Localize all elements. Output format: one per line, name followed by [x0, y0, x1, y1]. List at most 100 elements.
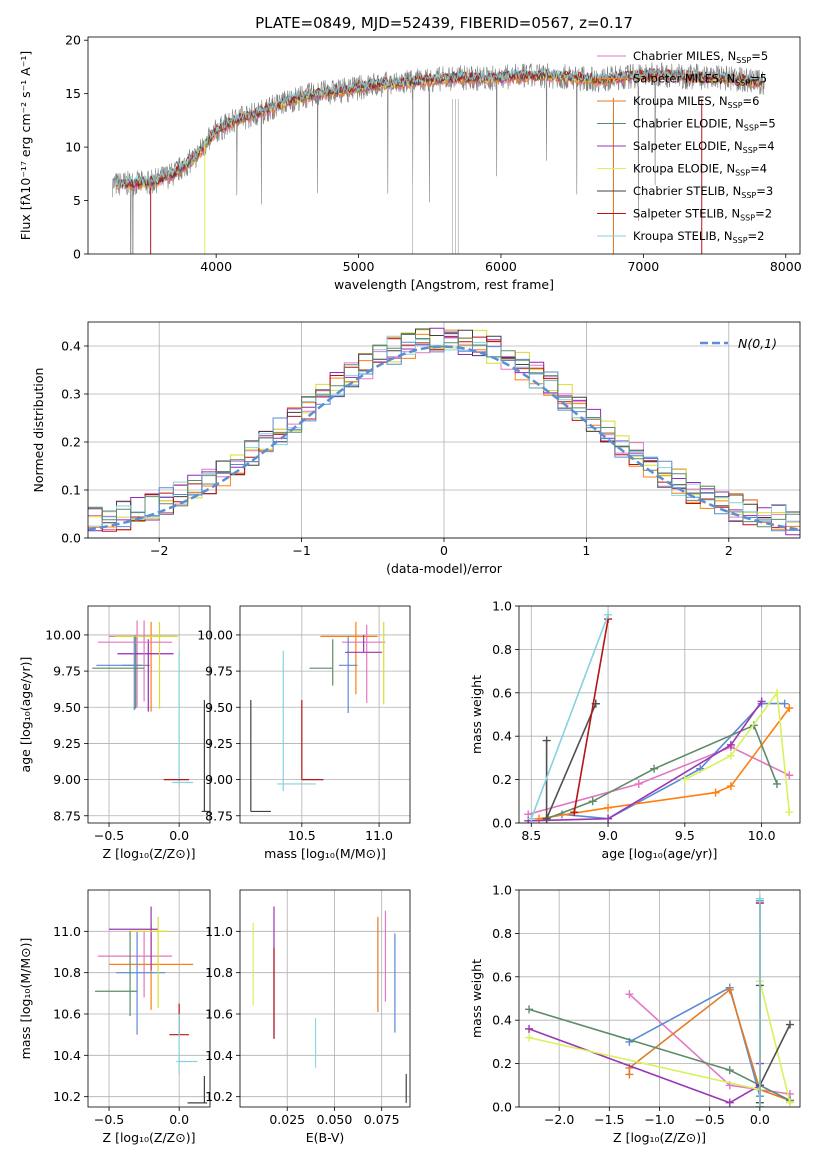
y-tick-label: 0	[73, 247, 81, 262]
plus-marker	[785, 808, 794, 817]
error-bar-point	[309, 639, 334, 686]
y-tick-label: 5	[73, 193, 81, 208]
y-tick-label: 10.2	[53, 1089, 81, 1104]
plus-marker	[726, 740, 735, 749]
plus-marker	[604, 610, 613, 619]
y-axis-label: mass weight	[469, 675, 484, 754]
plus-marker	[604, 814, 613, 823]
x-axis-label: mass [log₁₀(M/M⊙)]	[264, 846, 386, 861]
x-axis-label: E(B-V)	[306, 1130, 345, 1145]
y-tick-label: 9.00	[205, 772, 233, 787]
plus-marker	[570, 808, 579, 817]
error-bar-point	[172, 650, 194, 786]
x-axis-label: Z [log₁₀(Z/Z⊙)]	[103, 846, 196, 861]
x-tick-label: 1	[582, 543, 590, 558]
x-tick-label: 0.075	[364, 1112, 400, 1127]
plus-marker	[634, 779, 643, 788]
plus-marker	[755, 894, 764, 903]
y-axis-label: mass [log₁₀(M/M⊙)]	[18, 938, 33, 1060]
x-tick-label: 0.0	[750, 1112, 770, 1127]
y-tick-label: 0.2	[492, 772, 512, 787]
weight-line	[545, 703, 597, 820]
y-tick-label: 0.8	[492, 642, 512, 657]
subplot-weight_vs_Z: −2.0 −1.5 −1.0 −0.5 0.0 0.0 0.2 0.4 0.6 0.8 1.0 Z […	[469, 883, 801, 1145]
x-tick-label: −0.5	[694, 1112, 724, 1127]
x-tick-label: 10.0	[748, 828, 776, 843]
y-tick-label: 0.4	[492, 729, 512, 744]
x-tick-label: −1	[292, 543, 310, 558]
x-axis-label: wavelength [Angstrom, rest frame]	[334, 277, 554, 292]
x-axis-label: Z [log₁₀(Z/Z⊙)]	[613, 1130, 706, 1145]
y-tick-label: 11.0	[53, 924, 81, 939]
plus-marker	[527, 814, 536, 823]
x-tick-label: 0	[440, 543, 448, 558]
y-tick-label: 9.75	[53, 664, 81, 679]
axes-frame	[239, 889, 411, 1108]
error-bar-point	[109, 620, 152, 708]
y-tick-label: 9.25	[205, 736, 233, 751]
plus-marker	[525, 1005, 534, 1014]
weight-line	[528, 701, 763, 822]
residual-histogram	[88, 333, 800, 528]
plus-marker	[625, 990, 634, 999]
y-tick-label: 9.25	[53, 736, 81, 751]
y-tick-label: 0.2	[492, 1056, 512, 1071]
x-tick-label: 0.025	[269, 1112, 305, 1127]
y-tick-label: 0.6	[492, 969, 512, 984]
legend-label: Kroupa STELIB, NSSP=2	[633, 229, 764, 245]
y-tick-label: 10.6	[205, 1007, 233, 1022]
plus-marker	[604, 803, 613, 812]
plus-marker	[525, 1024, 534, 1033]
x-tick-label: −1.0	[644, 1112, 674, 1127]
plus-marker	[534, 814, 543, 823]
error-bar-point	[250, 700, 271, 813]
y-tick-label: 0.0	[492, 1100, 512, 1115]
y-tick-label: 8.75	[205, 808, 233, 823]
legend-label: Kroupa ELODIE, NSSP=4	[633, 162, 767, 178]
y-tick-label: 0.0	[492, 816, 512, 831]
plus-marker	[588, 797, 597, 806]
y-tick-label: 9.75	[205, 664, 233, 679]
legend-label: Chabrier ELODIE, NSSP=5	[633, 117, 776, 133]
x-tick-label: −1.5	[594, 1112, 624, 1127]
y-axis-label: mass weight	[469, 959, 484, 1038]
plot-area	[524, 610, 794, 823]
error-bar-point	[130, 916, 170, 1008]
y-tick-label: 1.0	[492, 599, 512, 614]
error-bar-point	[338, 636, 358, 714]
normal-distribution-curve	[88, 345, 800, 531]
legend-label: Salpeter ELODIE, NSSP=4	[633, 139, 775, 155]
plus-marker	[725, 1066, 734, 1075]
axes-frame	[518, 889, 801, 1108]
y-tick-label: 10.8	[53, 965, 81, 980]
x-axis-label: Z [log₁₀(Z/Z⊙)]	[103, 1130, 196, 1145]
legend-label: Salpeter MILES, NSSP=5	[633, 72, 767, 88]
plus-marker	[725, 985, 734, 994]
error-bar-point	[187, 1076, 208, 1104]
subplot-mass_vs_Z: −0.5 0.0 10.2 10.4 10.6 10.8 11.0 Z [log₁₀(Z/Z⊙…	[18, 889, 211, 1145]
weight-line	[573, 618, 609, 813]
plus-marker	[711, 788, 720, 797]
error-bar-point	[320, 621, 378, 695]
y-tick-label: 10.00	[197, 627, 233, 642]
y-tick-label: 0.8	[492, 926, 512, 941]
legend-label: Salpeter STELIB, NSSP=2	[633, 207, 772, 223]
plot-area	[92, 620, 210, 813]
figure-title: PLATE=0849, MJD=52439, FIBERID=0567, z=0…	[255, 14, 633, 32]
plus-marker	[785, 703, 794, 712]
x-tick-label: −2.0	[544, 1112, 574, 1127]
x-tick-label: 0.0	[169, 1112, 189, 1127]
x-tick-label: 8.5	[521, 828, 541, 843]
subplot-residuals: −2 −1 0 1 2 0.0 0.1 0.2 0.3 0.4 (data-model)/error…	[31, 321, 801, 576]
plus-marker	[726, 782, 735, 791]
plus-marker	[785, 1098, 794, 1107]
plus-marker	[757, 697, 766, 706]
subplot-mass_vs_EBV: 0.025 0.050 0.075 10.2 10.4 10.6 10.8 11.0 E(B-V…	[205, 889, 411, 1145]
x-tick-label: −2	[150, 543, 168, 558]
plus-marker	[780, 699, 789, 708]
plus-marker	[525, 1033, 534, 1042]
y-tick-label: 8.75	[53, 808, 81, 823]
legend: Chabrier MILES, NSSP=5 Salpeter MILES, NS…	[597, 49, 776, 245]
error-bar-point	[114, 621, 178, 709]
